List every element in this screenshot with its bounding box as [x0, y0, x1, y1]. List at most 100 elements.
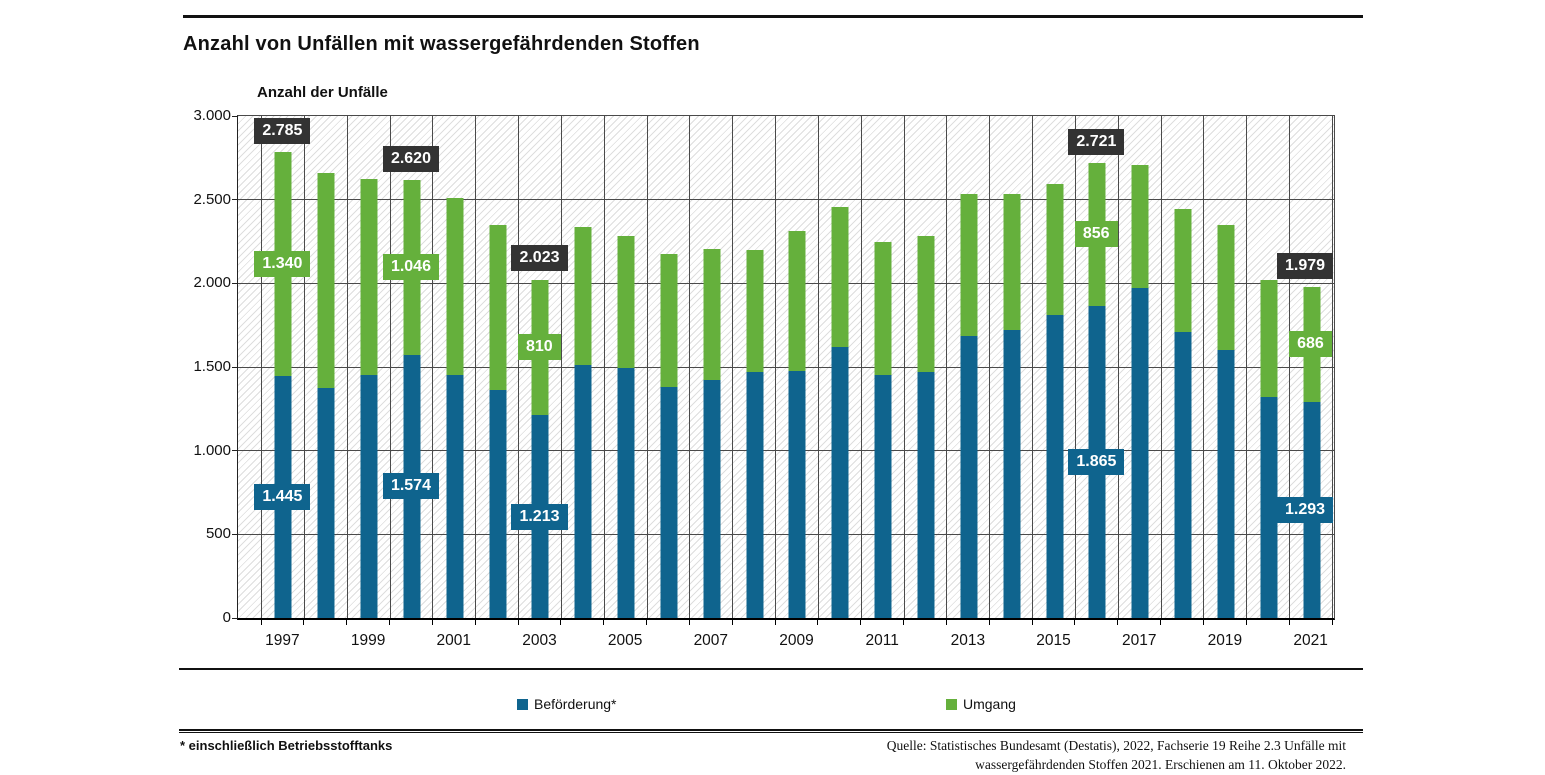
x-axis-tick: [560, 618, 562, 625]
year-column-2015: [1032, 116, 1076, 618]
x-axis-tick: [431, 618, 433, 625]
bar-segment-umgang-2017: [1131, 165, 1149, 289]
x-axis-tick: [474, 618, 476, 625]
x-axis-tick: [646, 618, 648, 625]
x-axis-label-2017: 2017: [1121, 632, 1157, 649]
bar-segment-umgang-2010: [831, 207, 849, 347]
umgang-badge-2021: 686: [1289, 331, 1332, 358]
y-axis-label: 0: [222, 609, 231, 626]
bar-1998: [317, 172, 335, 618]
bar-2000: [403, 179, 421, 618]
bar-segment-umgang-2019: [1217, 224, 1235, 351]
year-column-2018: [1160, 116, 1205, 618]
bar-segment-befoerderung-2002: [489, 389, 507, 618]
source-citation: Quelle: Statistisches Bundesamt (Destati…: [600, 737, 1346, 774]
gridline-y-1500: [238, 366, 1334, 368]
bar-segment-befoerderung-2013: [960, 336, 978, 618]
legend-item-umgang: Umgang: [946, 696, 1016, 712]
total-badge-2003: 2.023: [511, 245, 568, 272]
year-column-1999: [346, 116, 391, 618]
bar-segment-umgang-2012: [917, 235, 935, 373]
befoerderung-badge-2021: 1.293: [1277, 496, 1334, 523]
footnote: * einschließlich Betriebsstofftanks: [180, 738, 393, 753]
gridline-y-500: [238, 533, 1334, 535]
bar-2017: [1131, 165, 1149, 618]
x-axis-label-2019: 2019: [1207, 632, 1243, 649]
y-axis-label: 1.000: [193, 441, 231, 459]
x-axis-tick: [688, 618, 690, 625]
year-column-2019: [1203, 116, 1247, 618]
bar-2014: [1003, 193, 1021, 618]
umgang-badge-2003: 810: [517, 334, 561, 361]
x-axis-tick: [303, 618, 305, 625]
bar-segment-befoerderung-2001: [446, 375, 464, 618]
y-axis-tick: [232, 115, 238, 117]
year-column-2017: [1117, 116, 1162, 618]
y-axis-label: 1.500: [193, 358, 231, 375]
year-column-2001: [432, 116, 476, 618]
year-column-2020: [1246, 116, 1290, 618]
x-axis-tick: [603, 618, 605, 625]
bar-segment-umgang-2015: [1046, 183, 1064, 316]
bar-segment-befoerderung-2018: [1174, 331, 1192, 618]
bar-segment-umgang-2011: [874, 241, 892, 375]
y-axis-label: 3.000: [193, 107, 231, 124]
year-column-1998: [303, 116, 348, 618]
bar-2009: [788, 231, 806, 618]
bar-segment-befoerderung-2019: [1217, 350, 1235, 618]
bar-2013: [960, 193, 978, 618]
bar-segment-umgang-2006: [660, 254, 678, 388]
bar-1999: [360, 178, 378, 618]
bar-segment-befoerderung-2020: [1260, 397, 1278, 618]
gridline-y-2000: [238, 282, 1334, 284]
x-axis-tick: [1288, 618, 1290, 625]
x-axis-tick: [903, 618, 905, 625]
bar-segment-befoerderung-2015: [1046, 315, 1064, 618]
x-axis-tick: [731, 618, 733, 625]
x-axis-label-2015: 2015: [1036, 632, 1071, 649]
legend-label-umgang: Umgang: [963, 696, 1016, 712]
y-axis-tick: [232, 450, 238, 452]
x-axis-label-2003: 2003: [522, 632, 557, 649]
y-axis-tick: [232, 199, 238, 201]
x-axis-tick: [988, 618, 990, 625]
x-axis-tick: [517, 618, 519, 625]
x-axis-tick: [260, 618, 262, 625]
year-column-2009: [775, 116, 819, 618]
year-column-2006: [646, 116, 691, 618]
bar-segment-umgang-2020: [1260, 280, 1278, 398]
year-column-1997: [261, 116, 305, 618]
befoerderung-badge-1997: 1.445: [254, 484, 311, 511]
bar-segment-befoerderung-2012: [917, 372, 935, 618]
bar-2012: [917, 235, 935, 618]
bar-segment-umgang-2009: [788, 231, 806, 372]
bar-segment-befoerderung-2014: [1003, 330, 1021, 618]
x-axis-tick: [1160, 618, 1162, 625]
x-axis-label-2011: 2011: [865, 632, 899, 649]
bar-2001: [446, 198, 464, 618]
year-column-2007: [689, 116, 733, 618]
year-column-2010: [817, 116, 862, 618]
befoerderung-legend-swatch-icon: [517, 698, 528, 710]
bar-segment-umgang-2018: [1174, 208, 1192, 332]
year-column-2013: [946, 116, 990, 618]
top-rule: [183, 15, 1363, 18]
x-axis-tick: [1031, 618, 1033, 625]
x-axis-tick: [389, 618, 391, 625]
bar-2019: [1217, 224, 1235, 618]
bar-segment-umgang-2014: [1003, 193, 1021, 331]
bar-segment-befoerderung-2009: [788, 371, 806, 618]
x-axis-label-1997: 1997: [265, 632, 300, 649]
x-axis-tick: [860, 618, 862, 625]
befoerderung-badge-2016: 1.865: [1068, 448, 1125, 475]
x-axis-tick: [945, 618, 947, 625]
legend-item-befoerderung: Beförderung*: [517, 696, 617, 712]
x-axis-tick: [817, 618, 819, 625]
bar-2010: [831, 207, 849, 618]
bar-segment-umgang-1998: [317, 172, 335, 388]
x-axis-tick: [1331, 618, 1333, 625]
bar-2008: [746, 249, 764, 618]
gridline-y-1000: [238, 450, 1334, 452]
year-column-2012: [903, 116, 948, 618]
year-cells: [261, 116, 1333, 618]
